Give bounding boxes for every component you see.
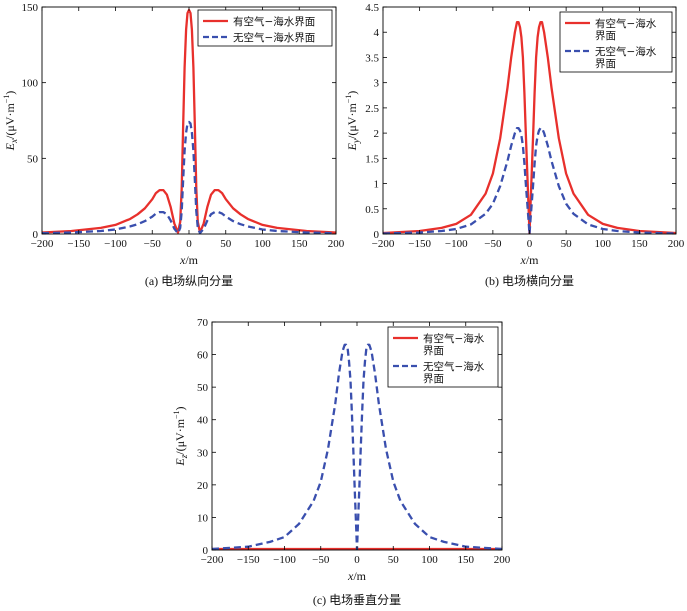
y-tick-label: 150 bbox=[22, 2, 39, 14]
legend-label: 界面 bbox=[595, 30, 616, 42]
y-axis-label: Ez/(μV·m−1) bbox=[172, 406, 189, 466]
x-tick-label: 100 bbox=[421, 554, 438, 566]
x-tick-label: 150 bbox=[631, 238, 648, 250]
y-tick-label: 30 bbox=[197, 447, 209, 459]
y-axis-label: Ey/(μV·m−1) bbox=[344, 91, 361, 152]
y-tick-label: 50 bbox=[27, 153, 39, 165]
x-tick-label: 50 bbox=[220, 238, 232, 250]
x-tick-label: 0 bbox=[186, 238, 192, 250]
y-tick-label: 20 bbox=[197, 480, 209, 492]
chart-panel: −200 −150 −100 −50 0 50 100 150 200 0 50 100 150 x/m E… bbox=[2, 2, 345, 288]
legend-box bbox=[197, 9, 333, 47]
chart-panel: −200 −150 −100 −50 0 50 100 150 200 0 10 20 30 40 50 60… bbox=[172, 317, 511, 607]
x-tick-label: −100 bbox=[445, 238, 468, 250]
x-tick-label: −100 bbox=[104, 238, 127, 250]
chart-panel: −200 −150 −100 −50 0 50 100 150 200 0 0.5 1 1.5 2 2.5 3… bbox=[344, 2, 685, 288]
legend-label: 无空气−海水 bbox=[423, 360, 485, 373]
y-tick-label: 0 bbox=[374, 229, 380, 241]
y-tick-label: 50 bbox=[197, 382, 209, 394]
y-tick-label: 0 bbox=[203, 545, 209, 557]
series-line-without-air-interface bbox=[383, 126, 676, 234]
x-tick-label: 100 bbox=[254, 238, 271, 250]
x-tick-label: 200 bbox=[668, 238, 685, 250]
series-line-without-air-interface bbox=[42, 120, 336, 234]
x-tick-label: 0 bbox=[527, 238, 533, 250]
series-line-with-air-interface bbox=[383, 20, 676, 234]
x-tick-label: 200 bbox=[494, 554, 511, 566]
panel-caption: (c) 电场垂直分量 bbox=[313, 593, 401, 607]
x-tick-label: 50 bbox=[388, 554, 400, 566]
x-tick-label: −50 bbox=[312, 554, 330, 566]
x-axis-label: x/m bbox=[520, 253, 540, 267]
x-tick-label: −150 bbox=[408, 238, 431, 250]
y-tick-label: 10 bbox=[197, 512, 209, 524]
x-tick-label: −150 bbox=[237, 554, 260, 566]
x-tick-label: 150 bbox=[458, 554, 475, 566]
legend-label: 有空气−海水界面 bbox=[233, 15, 315, 28]
y-tick-label: 1.5 bbox=[365, 153, 379, 165]
legend-label: 界面 bbox=[423, 373, 444, 385]
legend-label: 界面 bbox=[595, 58, 616, 70]
y-tick-label: 2.5 bbox=[365, 103, 379, 115]
x-tick-label: −150 bbox=[67, 238, 90, 250]
y-tick-label: 40 bbox=[197, 415, 209, 427]
x-tick-label: 200 bbox=[328, 238, 345, 250]
legend-label: 无空气−海水 bbox=[595, 45, 657, 58]
x-axis-label: x/m bbox=[179, 253, 199, 267]
y-tick-label: 1 bbox=[374, 179, 380, 191]
legend-label: 有空气−海水 bbox=[595, 17, 657, 30]
panel-caption: (b) 电场横向分量 bbox=[485, 273, 574, 288]
x-tick-label: 150 bbox=[291, 238, 308, 250]
x-tick-label: −200 bbox=[201, 554, 224, 566]
y-axis-label: Ex/(μV·m−1) bbox=[2, 91, 19, 152]
y-tick-label: 3.5 bbox=[365, 52, 379, 64]
x-tick-label: 100 bbox=[595, 238, 612, 250]
x-axis-label: x/m bbox=[347, 569, 367, 583]
legend-label: 界面 bbox=[423, 345, 444, 357]
x-tick-label: −200 bbox=[372, 238, 395, 250]
y-tick-label: 0.5 bbox=[365, 204, 379, 216]
x-tick-label: −50 bbox=[144, 238, 162, 250]
panel-caption: (a) 电场纵向分量 bbox=[145, 273, 233, 288]
x-tick-label: 0 bbox=[354, 554, 360, 566]
y-tick-label: 2 bbox=[374, 128, 380, 140]
y-tick-label: 4.5 bbox=[365, 2, 379, 14]
x-tick-label: −100 bbox=[273, 554, 296, 566]
y-tick-label: 3 bbox=[374, 78, 380, 90]
y-tick-label: 4 bbox=[374, 27, 380, 39]
y-tick-label: 0 bbox=[33, 229, 39, 241]
legend-label: 无空气−海水界面 bbox=[233, 31, 315, 44]
y-tick-label: 70 bbox=[197, 317, 209, 329]
x-tick-label: 50 bbox=[561, 238, 573, 250]
x-tick-label: −50 bbox=[484, 238, 502, 250]
x-tick-label: −200 bbox=[31, 238, 54, 250]
y-tick-label: 100 bbox=[22, 78, 39, 90]
y-tick-label: 60 bbox=[197, 350, 209, 362]
legend-label: 有空气−海水 bbox=[423, 332, 485, 345]
